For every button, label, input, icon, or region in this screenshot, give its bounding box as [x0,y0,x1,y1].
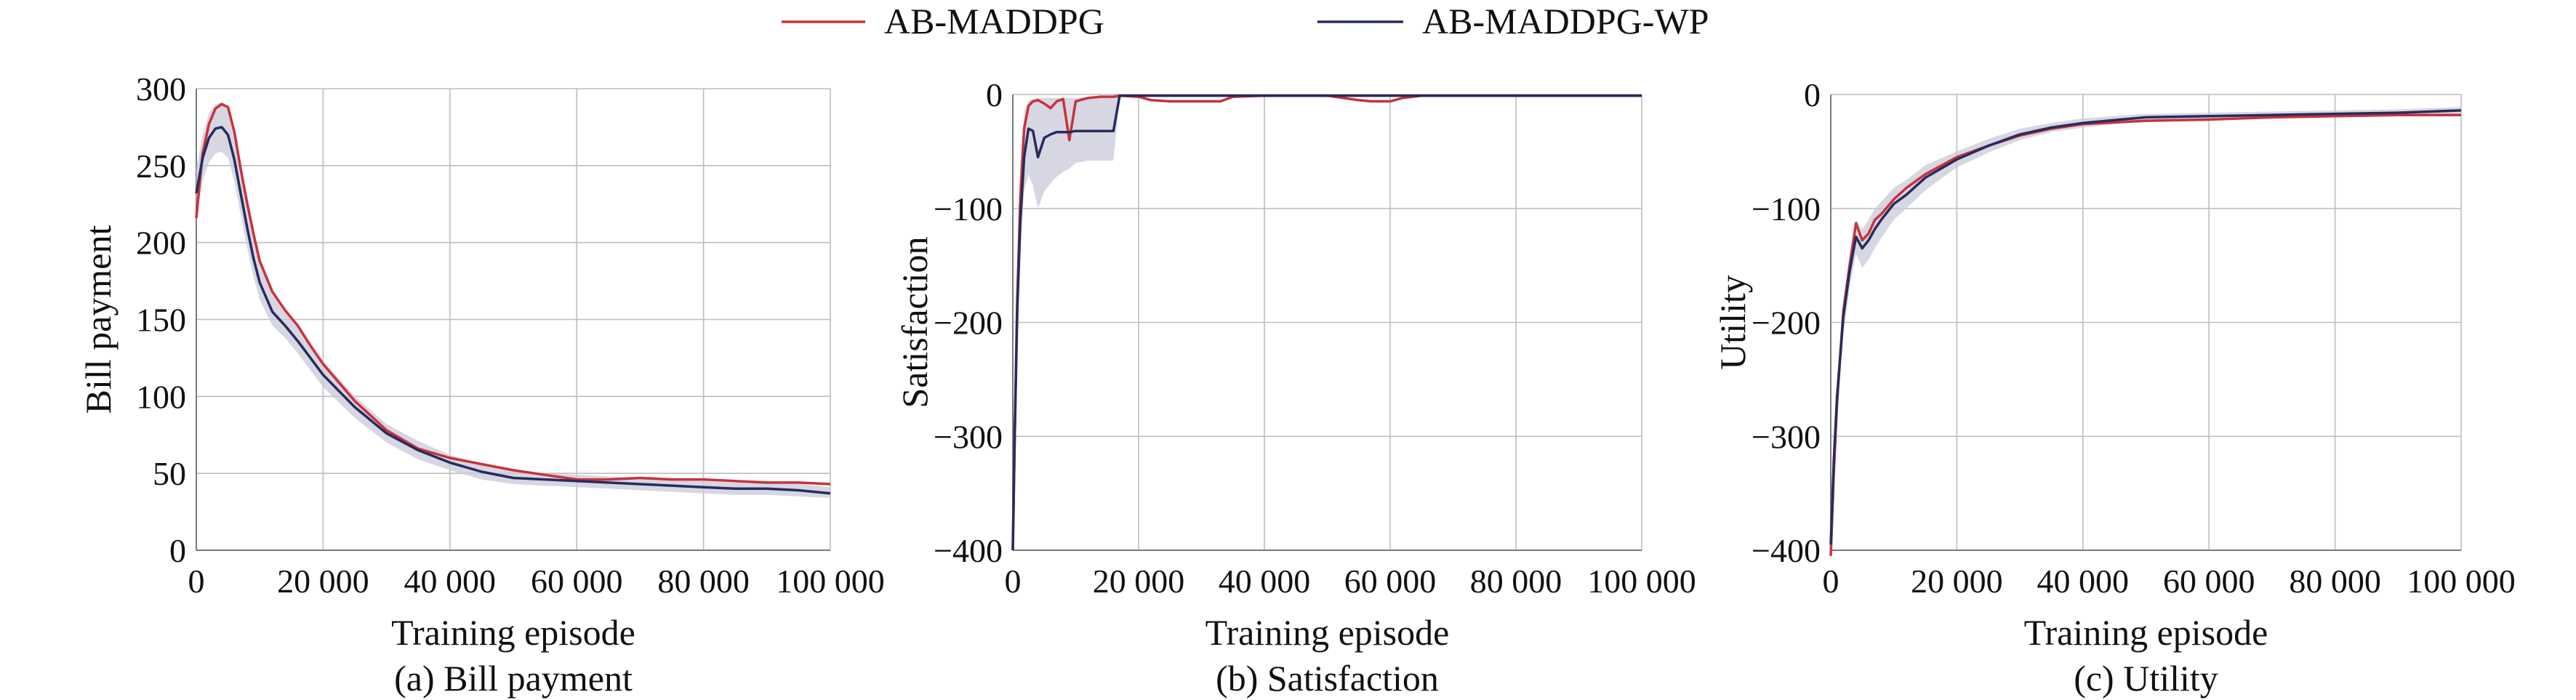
y-axis-label: Utility [1712,275,1753,370]
x-tick-label: 0 [1005,563,1022,600]
x-tick-label: 80 000 [657,563,750,600]
confidence-band [196,102,830,499]
panel-caption: (c) Utility [2074,658,2218,699]
x-tick-label: 100 000 [1587,563,1696,600]
y-axis-label: Bill payment [78,225,119,414]
x-tick-label: 40 000 [2037,563,2130,600]
y-tick-label: −300 [1752,418,1821,455]
confidence-band [1013,94,1642,550]
series-line-ab-maddpg [1011,94,1642,551]
y-tick-label: −100 [1752,190,1821,228]
y-tick-label: 0 [169,532,186,569]
panel-caption: (a) Bill payment [394,658,633,699]
y-tick-label: 300 [136,71,186,108]
panel-utility: 0 20 000 40 000 60 000 80 000 100 000 −400 −300… [1712,76,2516,699]
x-axis-label: Training episode [391,612,635,653]
y-tick-label: 0 [986,76,1003,113]
x-tick-label: 100 000 [776,563,885,600]
legend-label-ab-maddpg: AB-MADDPG [884,1,1104,41]
x-tick-label: 100 000 [2407,563,2516,600]
x-tick-label: 40 000 [404,563,497,600]
x-tick-label: 60 000 [1344,563,1437,600]
y-tick-label: −300 [934,418,1003,455]
series-line-ab-maddpg-wp [1011,94,1642,551]
x-tick-label: 40 000 [1219,563,1311,600]
x-tick-label: 80 000 [2289,563,2381,600]
x-axis-label: Training episode [2024,612,2268,653]
series-line-ab-maddpg-wp [195,126,831,495]
x-tick-label: 0 [1823,563,1839,600]
y-tick-label: −200 [1752,305,1821,342]
y-tick-label: 150 [136,302,186,339]
x-tick-label: 20 000 [1911,563,2003,600]
panel-caption: (b) Satisfaction [1216,658,1439,699]
panel-satisfaction: 0 20 000 40 000 60 000 80 000 100 000 −400 −300… [894,76,1696,699]
panel-bill-payment: 0 20 000 40 000 60 000 80 000 100 000 0 50 100 15… [78,71,885,699]
y-tick-label: −400 [934,532,1003,569]
y-tick-label: −100 [934,190,1003,228]
x-tick-label: 80 000 [1470,563,1562,600]
y-tick-label: −200 [934,305,1003,342]
y-tick-label: 0 [1804,76,1821,113]
series-line-ab-maddpg [195,102,831,486]
y-tick-label: 250 [136,148,186,185]
x-tick-label: 0 [188,563,205,600]
y-tick-label: −400 [1752,532,1821,569]
y-tick-label: 100 [136,378,186,415]
x-axis-label: Training episode [1205,612,1450,653]
legend-label-ab-maddpg-wp: AB-MADDPG-WP [1422,1,1709,41]
legend: AB-MADDPG AB-MADDPG-WP [782,1,1709,41]
y-axis-label: Satisfaction [894,236,935,408]
x-tick-label: 20 000 [1093,563,1185,600]
x-tick-label: 60 000 [531,563,623,600]
x-tick-label: 20 000 [277,563,369,600]
series-line-ab-maddpg-wp [1829,109,2462,545]
y-tick-label: 200 [136,225,186,262]
y-tick-label: 50 [153,455,186,492]
x-tick-label: 60 000 [2163,563,2255,600]
